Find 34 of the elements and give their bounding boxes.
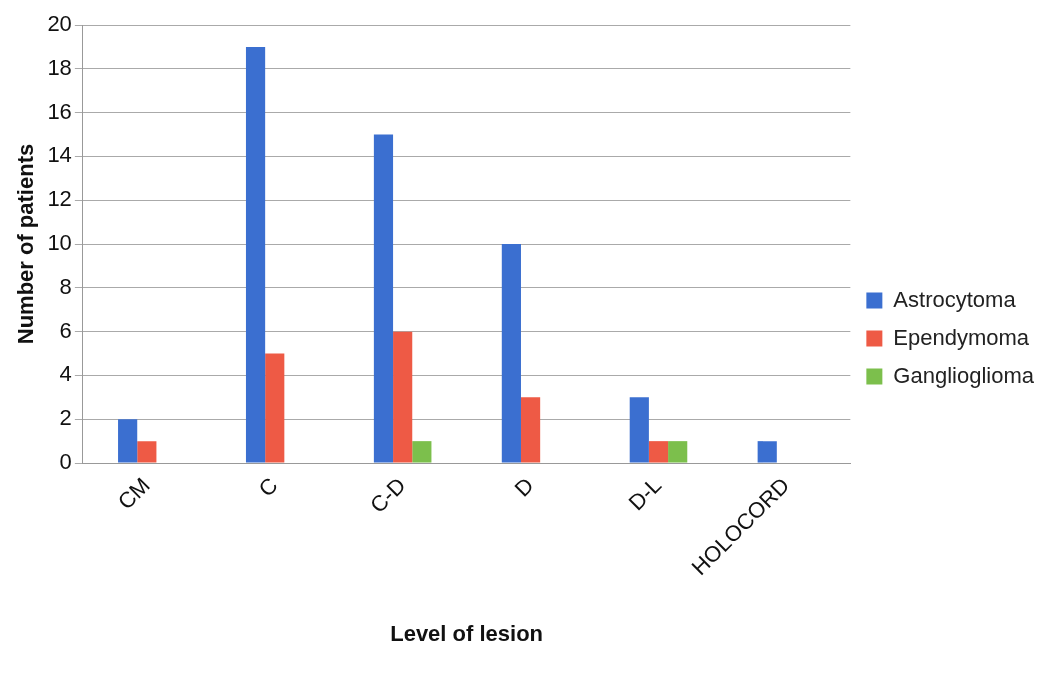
legend-label: Astrocytoma <box>893 286 1017 312</box>
y-tick-label: 4 <box>59 361 72 387</box>
bar <box>629 397 649 463</box>
y-tick-label: 0 <box>59 449 72 475</box>
y-tick-label: 18 <box>47 54 72 80</box>
x-axis-title: Level of lesion <box>390 620 544 646</box>
y-axis-title: Number of patients <box>13 143 39 345</box>
y-tick-label: 16 <box>47 98 72 124</box>
bar <box>757 441 777 463</box>
y-tick-label: 6 <box>59 317 72 343</box>
bar <box>245 46 266 463</box>
y-tick-label: 14 <box>47 142 72 168</box>
y-tick-label: 10 <box>47 230 72 256</box>
bar <box>118 419 138 463</box>
bar <box>265 353 285 463</box>
x-tick-label: D <box>509 472 539 502</box>
bar <box>373 134 394 463</box>
bar <box>137 441 157 463</box>
y-tick-label: 2 <box>59 405 72 431</box>
bar <box>520 397 541 463</box>
bar <box>501 244 521 463</box>
legend-label: Ganglioglioma <box>893 362 1035 388</box>
legend-label: Ependymoma <box>893 324 1030 350</box>
x-tick-label: C <box>253 472 283 502</box>
bar <box>393 331 413 463</box>
bar <box>412 441 432 463</box>
x-tick-label: CM <box>112 472 155 515</box>
y-tick-label: 8 <box>59 273 72 299</box>
y-tick-label: 20 <box>47 11 72 37</box>
y-tick-label: 12 <box>47 186 72 212</box>
bar <box>668 441 688 463</box>
x-tick-label: D-L <box>623 472 667 516</box>
bar <box>648 441 669 463</box>
x-tick-label: C-D <box>365 472 411 518</box>
